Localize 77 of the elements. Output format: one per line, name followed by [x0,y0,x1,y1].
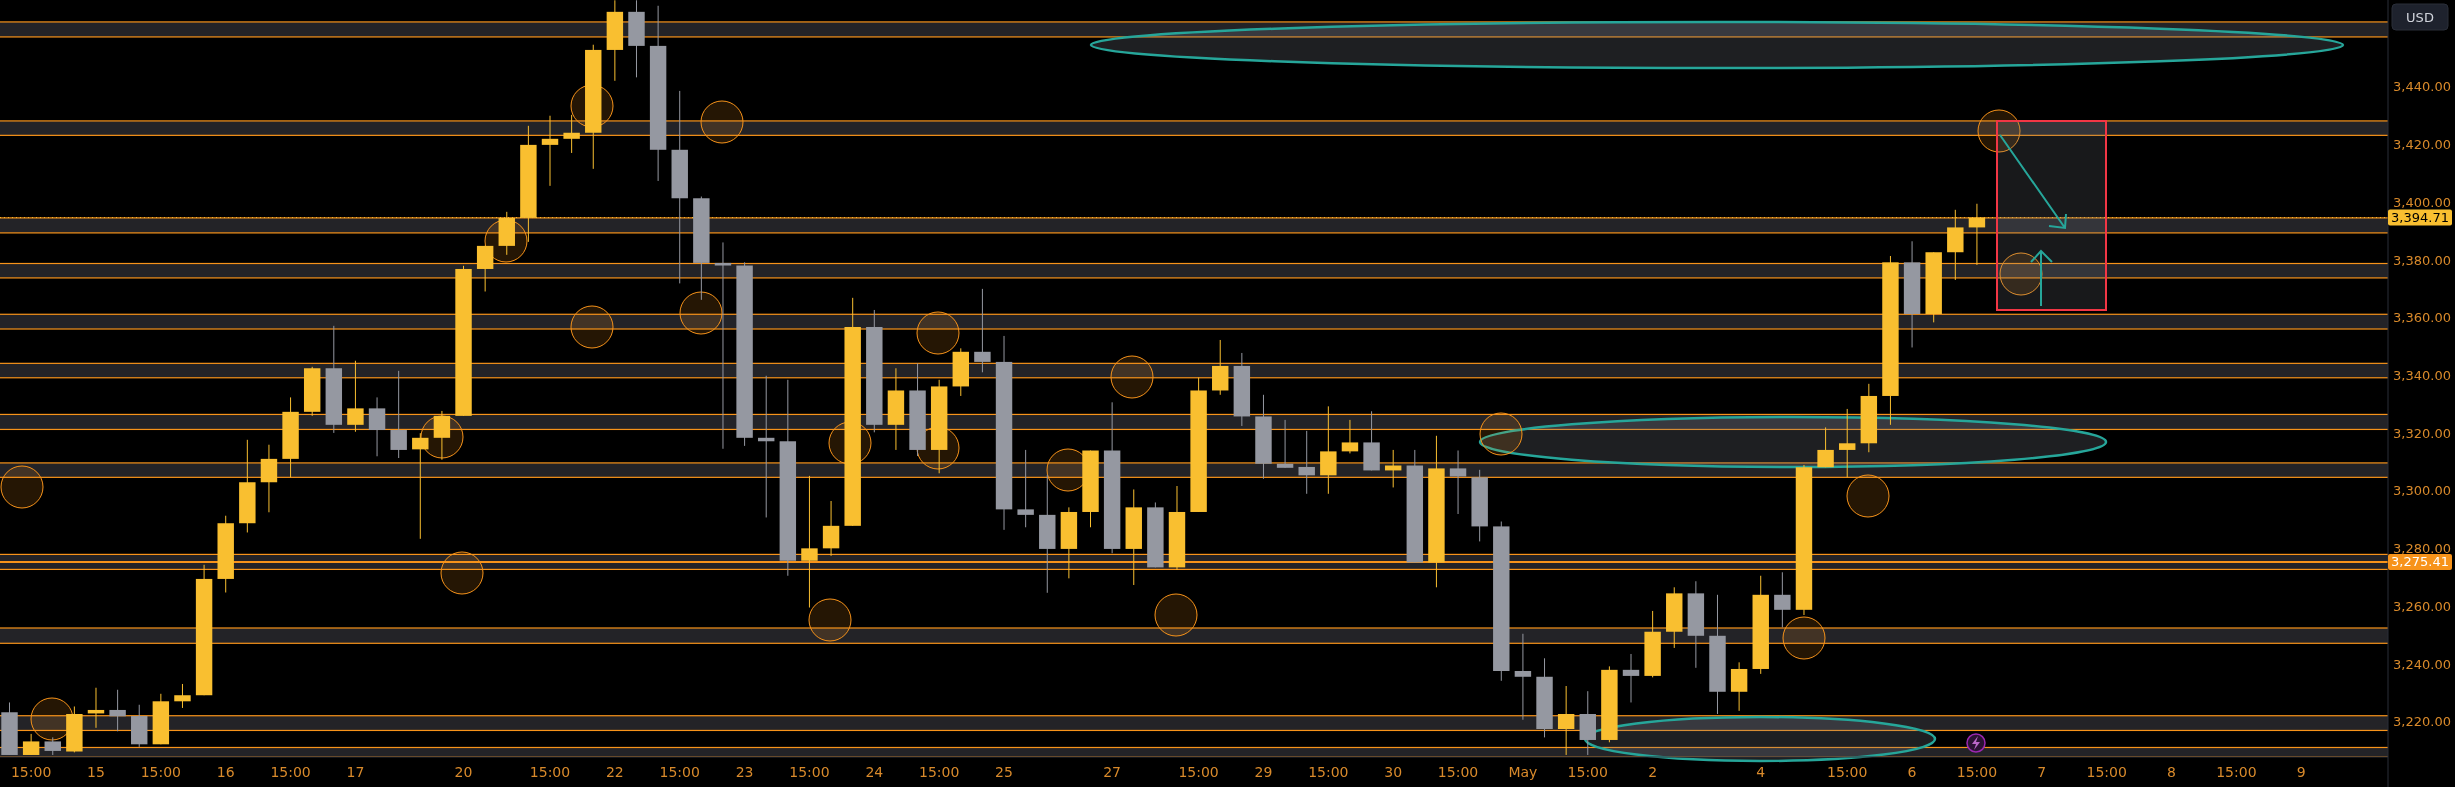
candlestick [1774,571,1791,628]
y-tick-label: 3,400.00 [2393,194,2451,210]
x-tick-label: 2 [1648,763,1658,780]
x-tick-label: 9 [2296,763,2306,780]
x-tick-label: 8 [2167,763,2176,780]
candlestick [109,689,126,732]
x-tick-label: May [1508,763,1538,780]
candlestick [390,370,407,459]
x-tick-label: 22 [605,763,624,780]
x-tick-label: 23 [735,763,754,780]
x-tick-label: 15:00 [1178,763,1219,780]
y-tick-label: 3,440.00 [2393,79,2451,95]
candlestick [433,410,451,461]
y-tick-label: 3,260.00 [2393,598,2451,614]
x-tick-label: 16 [216,763,235,780]
candlestick [347,360,364,433]
x-tick-label: 15:00 [1567,763,1608,780]
candlestick [822,500,840,557]
x-tick-label: 15:00 [1308,763,1349,780]
ref-line-label: 3,394.71 [2391,210,2449,226]
x-tick-label: 15:00 [659,763,700,780]
x-tick-label: 15:00 [529,763,571,780]
y-tick-label: 3,340.00 [2393,368,2451,384]
candlestick [1449,450,1467,515]
candlestick [1298,430,1315,495]
y-tick-label: 3,380.00 [2393,252,2451,268]
x-tick-label: 15:00 [1827,763,1868,780]
y-tick-label: 3,240.00 [2393,656,2451,672]
y-tick-label: 3,280.00 [2393,541,2451,557]
x-tick-label: 15:00 [270,763,311,780]
y-tick-label: 3,320.00 [2393,425,2451,441]
candlestick [260,444,278,513]
x-tick-label: 15:00 [140,763,182,780]
candlestick [1817,426,1834,468]
y-tick-label: 3,220.00 [2393,714,2451,730]
candlestick [1730,661,1748,712]
candlestick [1276,419,1294,469]
x-tick-label: 30 [1384,763,1403,780]
x-tick-label: 15:00 [918,763,960,780]
y-tick-label: 3,300.00 [2393,483,2451,499]
candlestick [1514,633,1532,721]
candlestick [1017,449,1034,528]
x-tick-label: 15:00 [2086,763,2127,780]
candlestick [974,288,991,373]
candlestick [563,114,580,154]
candlestick [801,475,818,608]
candlestick [174,683,191,709]
x-tick-label: 7 [2037,763,2047,780]
candlestick [368,396,386,457]
candlestick [22,733,40,756]
x-tick-label: 29 [1254,763,1273,780]
x-tick-label: 6 [1907,763,1917,780]
x-tick-label: 25 [995,763,1013,780]
y-tick-label: 3,420.00 [2393,137,2451,153]
candlestick [412,432,429,540]
candlestick [476,245,494,292]
x-tick-label: 4 [1756,763,1766,780]
x-tick-label: 24 [865,763,884,780]
candlestick [1838,408,1856,478]
candlestick [1557,685,1575,756]
x-tick-label: 15:00 [1956,763,1998,780]
y-tick-label: 3,360.00 [2393,310,2451,326]
x-tick-label: 15:00 [2216,763,2257,780]
x-tick-label: 27 [1103,763,1122,780]
candlestick [1622,653,1640,703]
x-tick-label: 17 [346,763,365,780]
candlestick [1341,419,1359,454]
candlestick [1320,405,1337,495]
x-tick-label: 15:00 [10,763,52,780]
candlestick [541,115,559,187]
x-tick-label: 15:00 [789,763,830,780]
ref-line-label: 3,275.41 [2391,554,2449,570]
text: USD [2406,9,2434,25]
candlestick [714,241,732,450]
x-tick-label: 15:00 [1437,763,1479,780]
x-tick-label: 15 [87,763,105,780]
x-tick-label: 20 [454,763,473,780]
